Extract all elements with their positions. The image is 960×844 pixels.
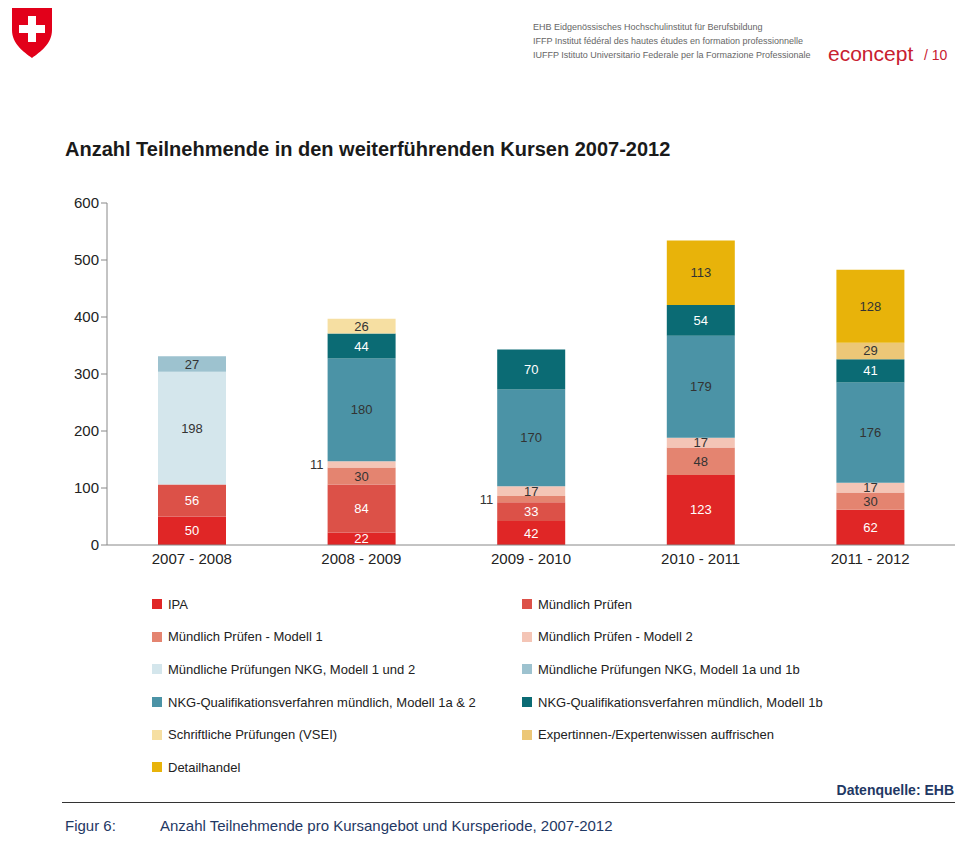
svg-text:30: 30 (863, 494, 877, 509)
svg-text:2009 - 2010: 2009 - 2010 (491, 550, 571, 567)
svg-text:44: 44 (354, 339, 368, 354)
svg-text:17: 17 (863, 480, 877, 495)
html-text:Detailhandel: Detailhandel (168, 759, 241, 775)
svg-text:42: 42 (524, 526, 538, 541)
html-text:Anzahl Teilnehmende in den wei: Anzahl Teilnehmende in den weiterführend… (65, 138, 671, 160)
html-text:IPA: IPA (168, 596, 188, 612)
html-text:Datenquelle: EHB: Datenquelle: EHB (836, 782, 954, 798)
svg-text:50: 50 (185, 523, 199, 538)
svg-text:200: 200 (74, 422, 99, 439)
svg-text:26: 26 (354, 319, 368, 334)
svg-text:600: 600 (74, 194, 99, 211)
svg-text:2008 - 2009: 2008 - 2009 (321, 550, 401, 567)
svg-text:123: 123 (690, 502, 712, 517)
html-text:Mündlich Prüfen - Modell 1: Mündlich Prüfen - Modell 1 (168, 629, 323, 645)
svg-text:100: 100 (74, 479, 99, 496)
html-text:Mündlich Prüfen - Modell 2: Mündlich Prüfen - Modell 2 (538, 629, 693, 645)
svg-text:180: 180 (351, 402, 373, 417)
html-text:NKG-Qualifikationsverfahren mü: NKG-Qualifikationsverfahren mündlich, Mo… (168, 694, 476, 710)
html-text:Mündliche Prüfungen NKG, Model: Mündliche Prüfungen NKG, Modell 1 und 2 (168, 662, 416, 677)
html-text:EHB Eidgenössisches Hochschuli: EHB Eidgenössisches Hochschulinstitut fü… (533, 22, 763, 32)
svg-text:500: 500 (74, 251, 99, 268)
svg-text:62: 62 (863, 520, 877, 535)
svg-text:198: 198 (181, 421, 203, 436)
html-text:IUFFP Istituto Universitario F: IUFFP Istituto Universitario Federale pe… (533, 50, 811, 60)
svg-text:41: 41 (863, 363, 877, 378)
svg-text:170: 170 (520, 430, 542, 445)
svg-text:400: 400 (74, 308, 99, 325)
svg-text:70: 70 (524, 362, 538, 377)
svg-text:29: 29 (863, 343, 877, 358)
svg-text:113: 113 (690, 265, 711, 280)
svg-text:84: 84 (354, 501, 368, 516)
svg-text:2011 - 2012: 2011 - 2012 (831, 550, 910, 567)
svg-text:11: 11 (480, 492, 494, 507)
svg-text:2010 - 2011: 2010 - 2011 (661, 550, 740, 567)
html-text:IFFP Institut fédéral des haut: IFFP Institut fédéral des hautes études … (533, 36, 803, 46)
html-text:Mündliche Prüfungen NKG, Model: Mündliche Prüfungen NKG, Modell 1a und 1… (538, 662, 800, 677)
svg-text:128: 128 (860, 299, 882, 314)
svg-text:48: 48 (694, 454, 708, 469)
svg-text:27: 27 (185, 357, 199, 372)
html-text:Mündlich Prüfen: Mündlich Prüfen (538, 596, 632, 612)
svg-text:22: 22 (354, 531, 368, 546)
html-text:Expertinnen-/Expertenwissen au: Expertinnen-/Expertenwissen auffrischen (538, 727, 775, 743)
svg-text:54: 54 (694, 313, 708, 328)
svg-text:17: 17 (694, 435, 708, 450)
html-text:Figur 6:: Figur 6: (65, 817, 116, 834)
svg-text:300: 300 (74, 365, 99, 382)
svg-text:176: 176 (860, 425, 882, 440)
svg-text:11: 11 (310, 457, 324, 472)
svg-text:2007 - 2008: 2007 - 2008 (152, 550, 232, 567)
svg-text:30: 30 (354, 469, 368, 484)
html-text:NKG-Qualifikationsverfahren mü: NKG-Qualifikationsverfahren mündlich, Mo… (538, 694, 823, 710)
svg-text:33: 33 (524, 504, 538, 519)
html-text:/ 10: / 10 (924, 47, 948, 63)
svg-text:56: 56 (185, 493, 199, 508)
html-text:econcept: econcept (828, 42, 914, 65)
html-text:Anzahl Teilnehmende pro Kursan: Anzahl Teilnehmende pro Kursangebot und … (160, 817, 613, 834)
html-text:Schriftliche Prüfungen (VSEI): Schriftliche Prüfungen (VSEI) (168, 727, 338, 743)
svg-text:179: 179 (690, 379, 712, 394)
svg-text:0: 0 (91, 536, 99, 553)
svg-text:17: 17 (524, 484, 538, 499)
